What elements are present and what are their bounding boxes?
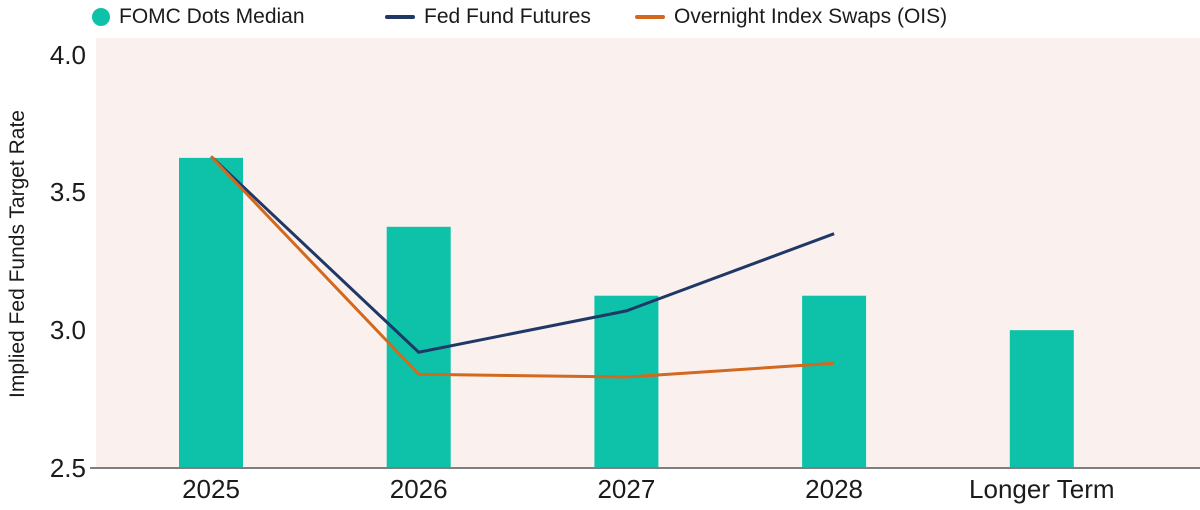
- overnight-index-swaps-line-icon: [635, 14, 665, 19]
- fomc-dots-median-dot-icon: [92, 7, 110, 26]
- fed-fund-futures-line-icon: [385, 14, 415, 19]
- legend-label-overnight-index-swaps: Overnight Index Swaps (OIS): [674, 4, 948, 28]
- legend-label-fomc-dots-median: FOMC Dots Median: [119, 4, 305, 28]
- x-axis-label-2026: 2026: [389, 474, 448, 504]
- y-tick-label-2.5: 2.5: [49, 453, 86, 483]
- x-axis-label-longer-term: Longer Term: [969, 474, 1115, 504]
- line-fed-fund-futures: [209, 155, 835, 354]
- line-overnight-index-swaps-ois: [209, 155, 835, 379]
- y-tick-label-3.5: 3.5: [49, 177, 86, 208]
- x-axis-label-2027: 2027: [597, 474, 656, 504]
- bar-2027: [594, 295, 659, 468]
- legend-item-fomc-dots-median: FOMC Dots Median: [92, 3, 305, 30]
- legend-item-overnight-index-swaps: Overnight Index Swaps (OIS): [635, 3, 947, 30]
- legend-label-fed-fund-futures: Fed Fund Futures: [424, 4, 591, 28]
- bar-2028: [802, 295, 867, 468]
- bar-2025: [179, 157, 243, 468]
- y-tick-label-4.0: 4.0: [49, 39, 86, 70]
- x-axis-label-2028: 2028: [805, 474, 864, 504]
- x-axis-label-2025: 2025: [182, 474, 240, 504]
- legend-item-fed-fund-futures: Fed Fund Futures: [385, 3, 591, 30]
- y-tick-label-3.0: 3.0: [49, 315, 86, 346]
- bar-longer-term: [1009, 330, 1074, 468]
